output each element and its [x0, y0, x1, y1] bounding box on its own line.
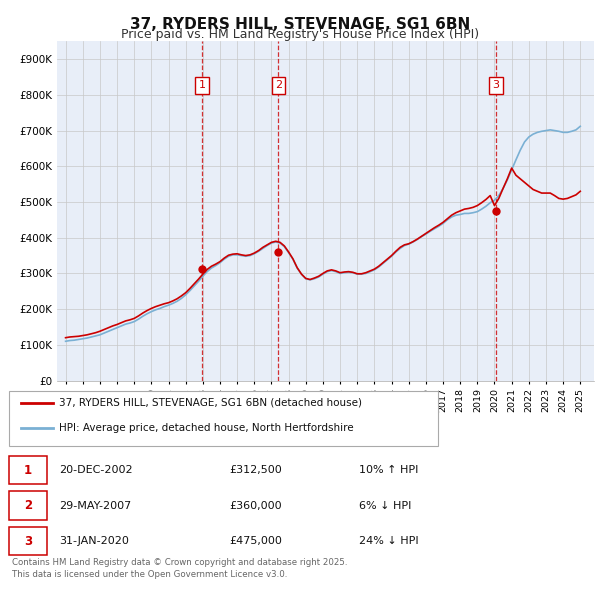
Text: 37, RYDERS HILL, STEVENAGE, SG1 6BN: 37, RYDERS HILL, STEVENAGE, SG1 6BN	[130, 17, 470, 31]
Text: 2: 2	[275, 80, 282, 90]
Text: Contains HM Land Registry data © Crown copyright and database right 2025.
This d: Contains HM Land Registry data © Crown c…	[12, 558, 347, 579]
Text: 31-JAN-2020: 31-JAN-2020	[59, 536, 129, 546]
Text: 29-MAY-2007: 29-MAY-2007	[59, 501, 131, 510]
Text: 3: 3	[24, 535, 32, 548]
Text: £360,000: £360,000	[229, 501, 282, 510]
Text: 2: 2	[24, 499, 32, 512]
FancyBboxPatch shape	[9, 527, 47, 556]
Text: £312,500: £312,500	[229, 465, 282, 475]
Text: HPI: Average price, detached house, North Hertfordshire: HPI: Average price, detached house, Nort…	[59, 423, 353, 433]
FancyBboxPatch shape	[9, 391, 438, 445]
FancyBboxPatch shape	[9, 455, 47, 484]
FancyBboxPatch shape	[9, 491, 47, 520]
Text: 3: 3	[493, 80, 499, 90]
Text: 1: 1	[199, 80, 206, 90]
Text: 10% ↑ HPI: 10% ↑ HPI	[359, 465, 418, 475]
Text: Price paid vs. HM Land Registry's House Price Index (HPI): Price paid vs. HM Land Registry's House …	[121, 28, 479, 41]
Text: 24% ↓ HPI: 24% ↓ HPI	[359, 536, 418, 546]
Text: 20-DEC-2002: 20-DEC-2002	[59, 465, 133, 475]
Text: 6% ↓ HPI: 6% ↓ HPI	[359, 501, 411, 510]
Text: 1: 1	[24, 464, 32, 477]
Text: £475,000: £475,000	[229, 536, 283, 546]
Text: 37, RYDERS HILL, STEVENAGE, SG1 6BN (detached house): 37, RYDERS HILL, STEVENAGE, SG1 6BN (det…	[59, 398, 362, 408]
